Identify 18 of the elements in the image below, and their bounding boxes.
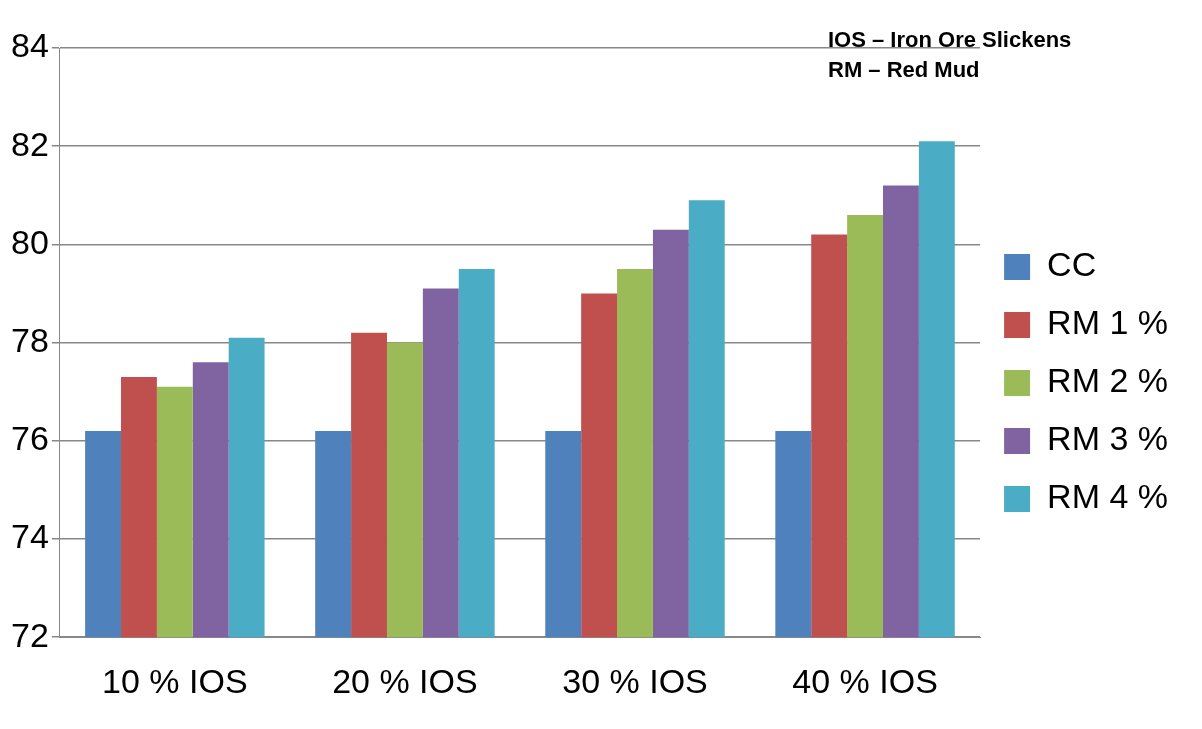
y-tick-label: 82 [10,124,49,163]
x-tick-label: 30 % IOS [562,661,708,700]
annotation: RM – Red Mud [828,57,980,83]
y-tick-label: 74 [10,517,49,556]
legend-label: RM 4 % [1047,477,1169,516]
y-tick-label: 78 [10,320,49,359]
y-tick-label: 76 [10,419,49,458]
legend-label: RM 3 % [1047,419,1169,458]
x-tick-label: 10 % IOS [102,661,248,700]
legend-label: CC [1047,245,1097,284]
y-tick-label: 80 [10,222,49,261]
x-tick-label: 40 % IOS [792,661,938,700]
annotation: IOS – Iron Ore Slickens [828,27,1072,53]
x-tick-label: 20 % IOS [332,661,478,700]
y-tick-label: 72 [10,615,49,654]
legend-label: RM 2 % [1047,361,1169,400]
y-tick-label: 84 [10,26,49,65]
legend-label: RM 1 % [1047,303,1169,342]
